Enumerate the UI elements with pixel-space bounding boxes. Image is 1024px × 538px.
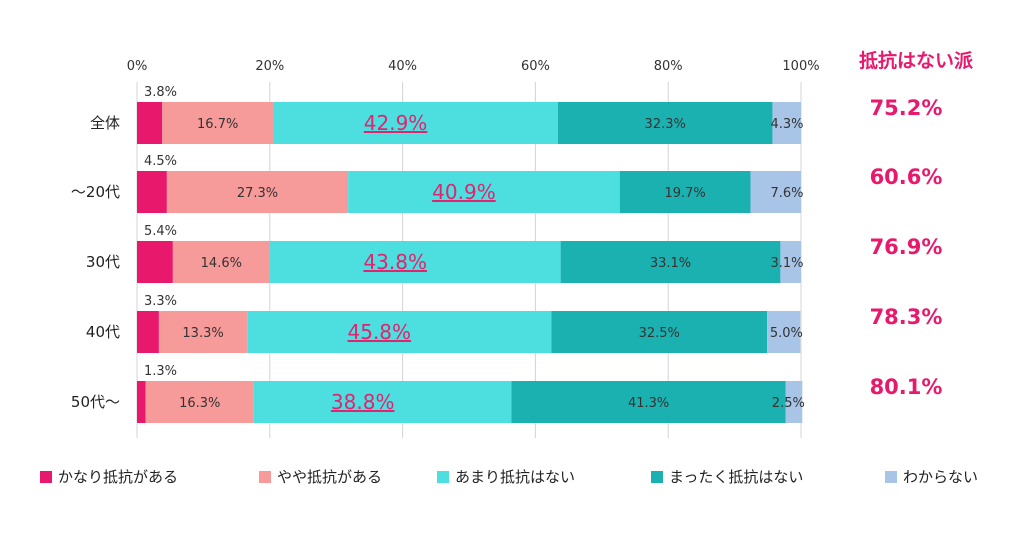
segment-label: 16.3% bbox=[179, 396, 220, 411]
bar-segment bbox=[137, 102, 163, 144]
bar-segment bbox=[269, 241, 561, 283]
right-summary-value: 60.6% bbox=[870, 165, 943, 189]
segment-label: 4.5% bbox=[144, 154, 177, 169]
legend-label: わからない bbox=[903, 468, 978, 486]
segment-label: 3.1% bbox=[770, 256, 803, 271]
legend-label: かなり抵抗がある bbox=[58, 468, 178, 486]
category-label: 40代 bbox=[86, 323, 120, 341]
segment-label: 5.4% bbox=[144, 224, 177, 239]
bar-segment bbox=[137, 311, 159, 353]
right-summary-value: 75.2% bbox=[870, 96, 943, 120]
bar-segment bbox=[172, 241, 270, 283]
segment-label: 38.8% bbox=[331, 390, 395, 414]
bar-segment bbox=[137, 381, 146, 423]
segment-label: 14.6% bbox=[201, 256, 242, 271]
x-tick-label: 0% bbox=[127, 59, 148, 74]
bar-segment bbox=[767, 311, 801, 353]
x-tick-label: 60% bbox=[521, 59, 550, 74]
legend-swatch bbox=[885, 471, 897, 483]
x-tick-label: 40% bbox=[388, 59, 417, 74]
bar-segment bbox=[772, 102, 801, 144]
segment-label: 1.3% bbox=[144, 364, 177, 379]
bar-segment bbox=[619, 171, 751, 213]
legend-label: やや抵抗がある bbox=[277, 468, 382, 486]
bar-segment bbox=[158, 311, 248, 353]
segment-label: 42.9% bbox=[364, 111, 428, 135]
category-label: 全体 bbox=[90, 114, 120, 132]
x-tick-label: 80% bbox=[654, 59, 683, 74]
bar-segment bbox=[145, 381, 254, 423]
bar-segment bbox=[247, 311, 552, 353]
x-tick-label: 20% bbox=[255, 59, 284, 74]
segment-label: 16.7% bbox=[197, 117, 238, 132]
segment-label: 13.3% bbox=[182, 326, 223, 341]
bar-segment bbox=[166, 171, 349, 213]
right-summary-value: 78.3% bbox=[870, 305, 943, 329]
segment-label: 19.7% bbox=[664, 186, 705, 201]
category-label: 50代～ bbox=[71, 393, 120, 411]
right-summary: 抵抗はない派 75.2% 60.6% 76.9% 78.3% 80.1% bbox=[859, 49, 974, 399]
segment-label: 7.6% bbox=[770, 186, 803, 201]
category-labels: 全体 ～20代 30代 40代 50代～ bbox=[71, 114, 120, 411]
segment-label: 2.5% bbox=[772, 396, 805, 411]
legend-swatch bbox=[259, 471, 271, 483]
bar-segment bbox=[557, 102, 773, 144]
segment-labels: 3.8% 16.7% 42.9% 32.3% 4.3% 4.5% 27.3% 40.9% 19.… bbox=[144, 85, 805, 414]
right-summary-value: 76.9% bbox=[870, 235, 943, 259]
legend-label: まったく抵抗はない bbox=[669, 468, 803, 486]
right-summary-title: 抵抗はない派 bbox=[859, 49, 974, 72]
bar-segment bbox=[137, 171, 167, 213]
segment-label: 41.3% bbox=[628, 396, 669, 411]
x-tick-label: 100% bbox=[782, 59, 819, 74]
segment-label: 3.8% bbox=[144, 85, 177, 100]
segment-label: 3.3% bbox=[144, 294, 177, 309]
segment-label: 32.3% bbox=[645, 117, 686, 132]
segment-label: 43.8% bbox=[363, 250, 427, 274]
segment-label: 4.3% bbox=[770, 117, 803, 132]
legend-label: あまり抵抗はない bbox=[455, 468, 575, 486]
segment-label: 32.5% bbox=[639, 326, 680, 341]
bar-segment bbox=[750, 171, 801, 213]
segment-label: 40.9% bbox=[432, 180, 496, 204]
segment-label: 27.3% bbox=[237, 186, 278, 201]
bar-segment bbox=[780, 241, 801, 283]
bar-segment bbox=[348, 171, 620, 213]
segment-label: 45.8% bbox=[348, 320, 412, 344]
segment-label: 5.0% bbox=[770, 326, 803, 341]
bar-segment bbox=[560, 241, 781, 283]
category-label: 30代 bbox=[86, 253, 120, 271]
x-axis-ticks: 0% 20% 40% 60% 80% 100% bbox=[127, 59, 820, 74]
segment-label: 33.1% bbox=[650, 256, 691, 271]
bar-segment bbox=[162, 102, 274, 144]
legend-swatch bbox=[437, 471, 449, 483]
bar-segment bbox=[551, 311, 768, 353]
bar-segment bbox=[785, 381, 803, 423]
bar-segment bbox=[253, 381, 512, 423]
right-summary-value: 80.1% bbox=[870, 375, 943, 399]
bar-segment bbox=[273, 102, 558, 144]
bars bbox=[137, 102, 803, 423]
legend: かなり抵抗がある やや抵抗がある あまり抵抗はない まったく抵抗はない わからない bbox=[40, 468, 978, 486]
legend-swatch bbox=[651, 471, 663, 483]
legend-swatch bbox=[40, 471, 52, 483]
bar-segment bbox=[511, 381, 786, 423]
category-label: ～20代 bbox=[71, 183, 120, 201]
bar-segment bbox=[137, 241, 173, 283]
